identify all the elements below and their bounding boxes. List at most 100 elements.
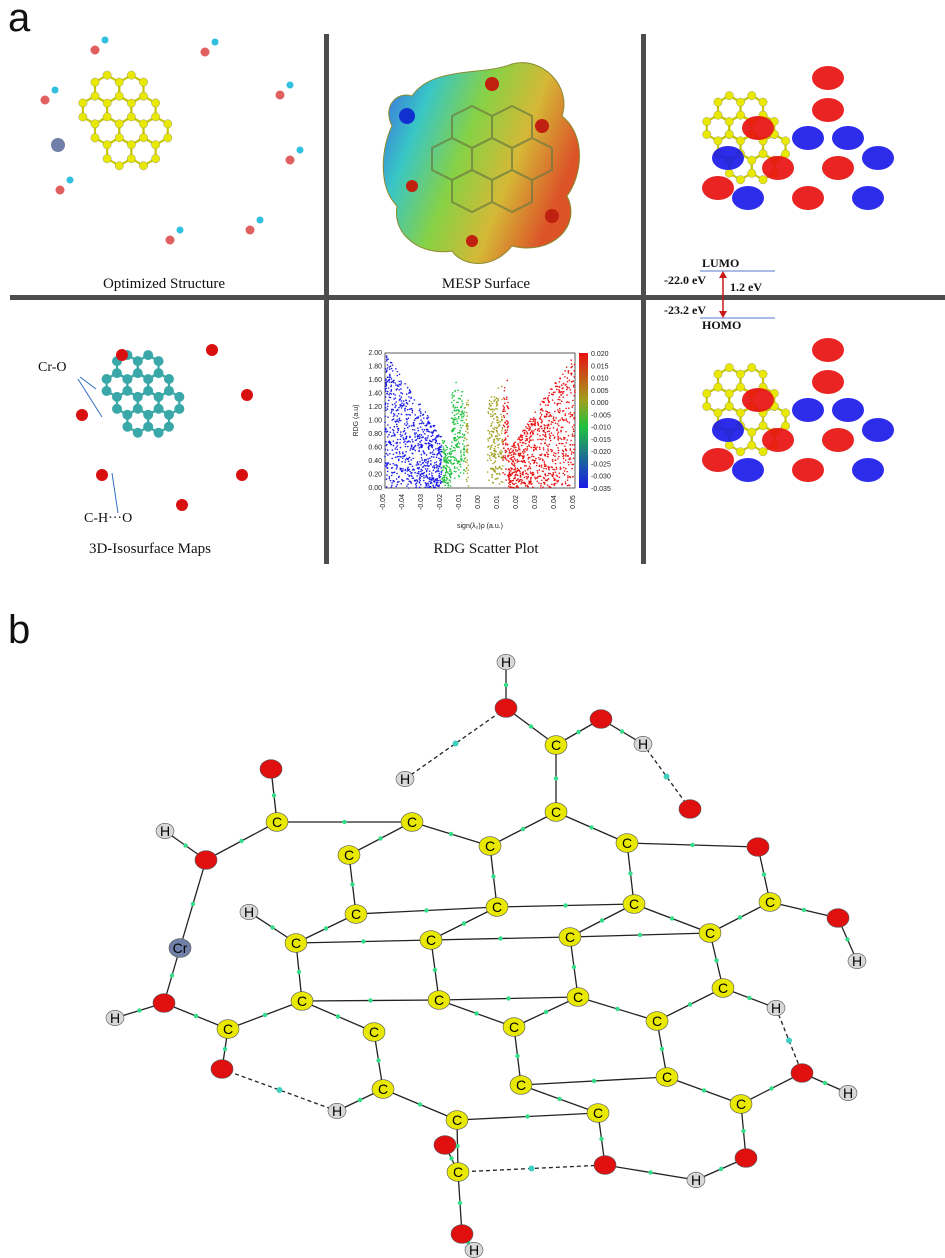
atom-h bbox=[256, 216, 264, 224]
atom-c bbox=[702, 402, 712, 411]
scatter-point bbox=[488, 445, 490, 448]
scatter-point bbox=[405, 424, 408, 427]
scatter-point bbox=[385, 371, 388, 373]
scatter-point bbox=[390, 361, 393, 364]
bond-critical-point bbox=[183, 843, 188, 848]
scatter-point bbox=[540, 482, 542, 485]
scatter-point bbox=[504, 422, 507, 424]
atom-o bbox=[210, 1059, 234, 1079]
atom-c bbox=[132, 403, 143, 414]
scatter-point bbox=[440, 454, 442, 457]
scatter-point bbox=[557, 439, 560, 441]
caption-rdg-plot: RDG Scatter Plot bbox=[433, 541, 539, 557]
scatter-point bbox=[461, 458, 463, 460]
scatter-point bbox=[500, 432, 503, 435]
scatter-point bbox=[570, 359, 573, 361]
scatter-point bbox=[573, 389, 576, 392]
scatter-point bbox=[445, 476, 448, 479]
x-tick-label: -0.03 bbox=[418, 494, 425, 510]
scatter-point bbox=[426, 423, 428, 425]
scatter-point bbox=[445, 469, 448, 471]
scatter-point bbox=[565, 418, 567, 420]
atom-c bbox=[151, 98, 161, 108]
atom-h: H bbox=[327, 1103, 347, 1119]
scatter-point bbox=[385, 431, 388, 433]
scatter-point bbox=[544, 483, 546, 485]
scatter-point bbox=[419, 441, 422, 443]
scatter-point bbox=[523, 455, 525, 457]
scatter-point bbox=[540, 421, 543, 424]
atom-o bbox=[790, 1063, 814, 1083]
y-tick-label: 1.00 bbox=[368, 418, 382, 425]
scatter-point bbox=[539, 416, 542, 418]
scatter-point bbox=[560, 391, 563, 393]
scatter-point bbox=[569, 411, 572, 414]
scatter-point bbox=[566, 420, 569, 423]
scatter-point bbox=[508, 482, 510, 484]
scatter-point bbox=[396, 370, 399, 373]
scatter-point bbox=[387, 379, 390, 382]
scatter-point bbox=[446, 482, 448, 484]
atom-c bbox=[151, 154, 161, 164]
scatter-point bbox=[553, 437, 556, 440]
scatter-point bbox=[466, 459, 469, 461]
scatter-point bbox=[508, 478, 510, 481]
atom-c bbox=[139, 91, 148, 101]
scatter-point bbox=[438, 451, 440, 454]
scatter-point bbox=[551, 474, 554, 477]
scatter-point bbox=[463, 469, 465, 471]
atom-c bbox=[758, 149, 768, 159]
scatter-point bbox=[529, 456, 531, 459]
scatter-point bbox=[423, 460, 426, 462]
scatter-point bbox=[514, 470, 517, 472]
scatter-point bbox=[497, 425, 500, 428]
scatter-point bbox=[421, 444, 424, 447]
scatter-point bbox=[454, 418, 456, 421]
scatter-point bbox=[408, 480, 411, 483]
atom-c: C bbox=[371, 1079, 395, 1099]
y-tick-label: 0.80 bbox=[368, 431, 382, 438]
scatter-point bbox=[423, 471, 426, 474]
scatter-point bbox=[392, 471, 395, 474]
scatter-point bbox=[497, 444, 499, 447]
scatter-point bbox=[454, 447, 456, 449]
atom-label: H bbox=[771, 1000, 781, 1016]
scatter-point bbox=[415, 479, 418, 481]
lumo-energy: -22.0 eV bbox=[664, 273, 706, 287]
scatter-point bbox=[513, 483, 516, 486]
scatter-point bbox=[406, 485, 408, 487]
scatter-point bbox=[535, 457, 537, 460]
scatter-point bbox=[544, 416, 547, 418]
scatter-point bbox=[494, 453, 496, 456]
scatter-point bbox=[427, 420, 430, 423]
scatter-point bbox=[501, 430, 503, 432]
atom-cr: Cr bbox=[168, 938, 192, 958]
atom-h: H bbox=[686, 1172, 706, 1188]
colorbar-tick-label: 0.020 bbox=[591, 351, 609, 358]
scatter-point bbox=[446, 460, 448, 463]
atom-label: C bbox=[593, 1105, 603, 1121]
scatter-point bbox=[410, 481, 412, 484]
bond-critical-point bbox=[361, 939, 366, 944]
scatter-point bbox=[538, 430, 541, 432]
scatter-point bbox=[560, 467, 562, 470]
scatter-point bbox=[422, 451, 425, 453]
scatter-point bbox=[490, 423, 493, 425]
scatter-point bbox=[494, 469, 496, 472]
scatter-point bbox=[439, 459, 441, 462]
scatter-point bbox=[560, 426, 563, 429]
scatter-point bbox=[526, 476, 529, 479]
scatter-point bbox=[459, 451, 462, 454]
scatter-point bbox=[554, 422, 557, 425]
scatter-point bbox=[430, 482, 433, 484]
scatter-point bbox=[507, 435, 509, 437]
scatter-point bbox=[571, 463, 573, 466]
scatter-point bbox=[460, 459, 463, 462]
scatter-point bbox=[516, 467, 519, 470]
scatter-point bbox=[449, 473, 452, 476]
scatter-point bbox=[548, 394, 550, 397]
scatter-point bbox=[460, 454, 463, 456]
scatter-point bbox=[540, 466, 543, 468]
scatter-point bbox=[384, 406, 387, 409]
scatter-point bbox=[385, 452, 388, 455]
